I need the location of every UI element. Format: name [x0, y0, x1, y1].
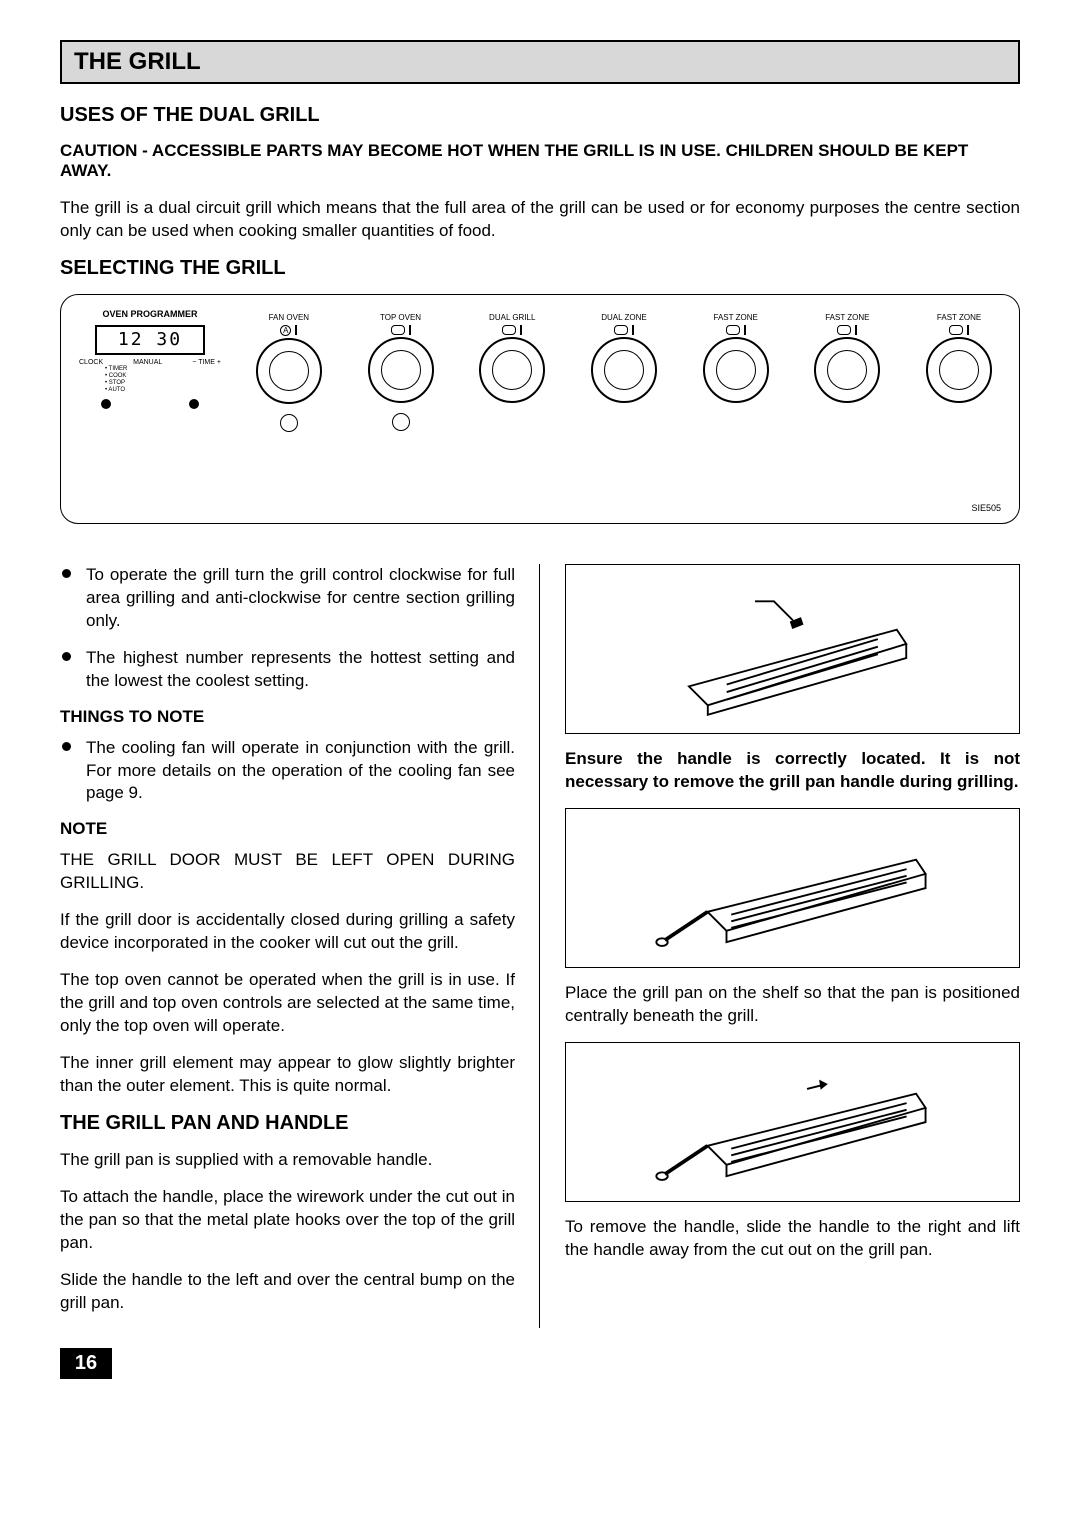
heading-uses: USES OF THE DUAL GRILL	[60, 104, 1020, 127]
figure-pan-full	[565, 808, 1020, 968]
programmer-dots	[75, 399, 225, 409]
model-number: SIE505	[971, 503, 1001, 513]
list-item: To operate the grill turn the grill cont…	[86, 564, 515, 633]
knob-unit: DUAL GRILL	[468, 313, 556, 403]
section-title-box: THE GRILL	[60, 40, 1020, 84]
list-item: The highest number represents the hottes…	[86, 647, 515, 693]
figure-caption-3: To remove the handle, slide the handle t…	[565, 1216, 1020, 1262]
clock-label-left: CLOCK	[79, 359, 103, 366]
knob-label: DUAL GRILL	[468, 313, 556, 323]
grill-pan-remove-illustration	[589, 1051, 997, 1193]
figure-caption-2: Place the grill pan on the shelf so that…	[565, 982, 1020, 1028]
programmer-mini-labels: • TIMER • COOK • STOP • AUTO	[105, 366, 225, 395]
knob-icon	[614, 325, 628, 335]
oven-programmer: OVEN PROGRAMMER 12 30 CLOCK MANUAL − TIM…	[75, 309, 225, 509]
knob-unit: FAST ZONE	[803, 313, 891, 403]
note-paragraph-1: THE GRILL DOOR MUST BE LEFT OPEN DURING …	[60, 849, 515, 895]
programmer-label: OVEN PROGRAMMER	[75, 309, 225, 319]
heading-grill-pan: THE GRILL PAN AND HANDLE	[60, 1112, 515, 1135]
knob-mark-icon	[520, 325, 522, 335]
knob-icon: A	[280, 325, 291, 336]
knob-label: FAST ZONE	[692, 313, 780, 323]
note-paragraph-3: The top oven cannot be operated when the…	[60, 969, 515, 1038]
knob-label: TOP OVEN	[357, 313, 445, 323]
knob-dial	[926, 337, 992, 403]
knob-icon	[837, 325, 851, 335]
note-paragraph-4: The inner grill element may appear to gl…	[60, 1052, 515, 1098]
knob-mark-icon	[632, 325, 634, 335]
two-column-layout: To operate the grill turn the grill cont…	[60, 564, 1020, 1329]
knob-dial	[256, 338, 322, 404]
indicator-light-icon	[392, 413, 410, 431]
pan-paragraph-2: To attach the handle, place the wirework…	[60, 1186, 515, 1255]
knob-icon	[726, 325, 740, 335]
indicator-light-icon	[280, 414, 298, 432]
clock-labels-row: CLOCK MANUAL − TIME +	[75, 359, 225, 366]
knob-unit: FAST ZONE	[915, 313, 1003, 403]
clock-label-right: TIME	[198, 359, 215, 366]
knob-label: FAST ZONE	[915, 313, 1003, 323]
knob-unit: DUAL ZONE	[580, 313, 668, 403]
figure-pan-remove	[565, 1042, 1020, 1202]
knobs-row: FAN OVEN A TOP OVEN DUAL GRILL DUAL ZONE…	[243, 309, 1005, 509]
knob-label: FAN OVEN	[245, 313, 333, 323]
heading-things-to-note: THINGS TO NOTE	[60, 707, 515, 727]
dot-icon	[101, 399, 111, 409]
left-column: To operate the grill turn the grill cont…	[60, 564, 515, 1329]
clock-display: 12 30	[95, 325, 205, 355]
pan-paragraph-1: The grill pan is supplied with a removab…	[60, 1149, 515, 1172]
knob-dial	[703, 337, 769, 403]
control-panel-figure: OVEN PROGRAMMER 12 30 CLOCK MANUAL − TIM…	[60, 294, 1020, 524]
knob-unit: TOP OVEN	[357, 313, 445, 431]
figure-handle-detail	[565, 564, 1020, 734]
intro-text: The grill is a dual circuit grill which …	[60, 197, 1020, 243]
time-plus: +	[217, 359, 221, 366]
grill-handle-illustration	[589, 573, 997, 724]
knob-dial	[368, 337, 434, 403]
operate-bullets: To operate the grill turn the grill cont…	[60, 564, 515, 693]
heading-selecting: SELECTING THE GRILL	[60, 257, 1020, 280]
knob-label: FAST ZONE	[803, 313, 891, 323]
knob-dial	[479, 337, 545, 403]
knob-mark-icon	[295, 325, 297, 335]
knob-icon	[502, 325, 516, 335]
knob-mark-icon	[744, 325, 746, 335]
right-column: Ensure the handle is correctly located. …	[565, 564, 1020, 1329]
clock-label-mid: MANUAL	[133, 359, 162, 366]
knob-icon	[391, 325, 405, 335]
knob-dial	[814, 337, 880, 403]
dot-icon	[189, 399, 199, 409]
knob-mark-icon	[967, 325, 969, 335]
list-item: The cooling fan will operate in conjunct…	[86, 737, 515, 806]
pan-paragraph-3: Slide the handle to the left and over th…	[60, 1269, 515, 1315]
knob-label: DUAL ZONE	[580, 313, 668, 323]
knob-mark-icon	[855, 325, 857, 335]
note-paragraph-2: If the grill door is accidentally closed…	[60, 909, 515, 955]
heading-note: NOTE	[60, 819, 515, 839]
figure-caption-1: Ensure the handle is correctly located. …	[565, 748, 1020, 794]
page-number: 16	[60, 1348, 112, 1379]
caution-text: CAUTION - ACCESSIBLE PARTS MAY BECOME HO…	[60, 141, 1020, 181]
knob-mark-icon	[409, 325, 411, 335]
knob-dial	[591, 337, 657, 403]
knob-icon	[949, 325, 963, 335]
time-minus: −	[192, 359, 196, 366]
knob-unit: FAN OVEN A	[245, 313, 333, 432]
note-bullets: The cooling fan will operate in conjunct…	[60, 737, 515, 806]
knob-unit: FAST ZONE	[692, 313, 780, 403]
section-title: THE GRILL	[74, 48, 1006, 76]
grill-pan-illustration	[589, 817, 997, 959]
